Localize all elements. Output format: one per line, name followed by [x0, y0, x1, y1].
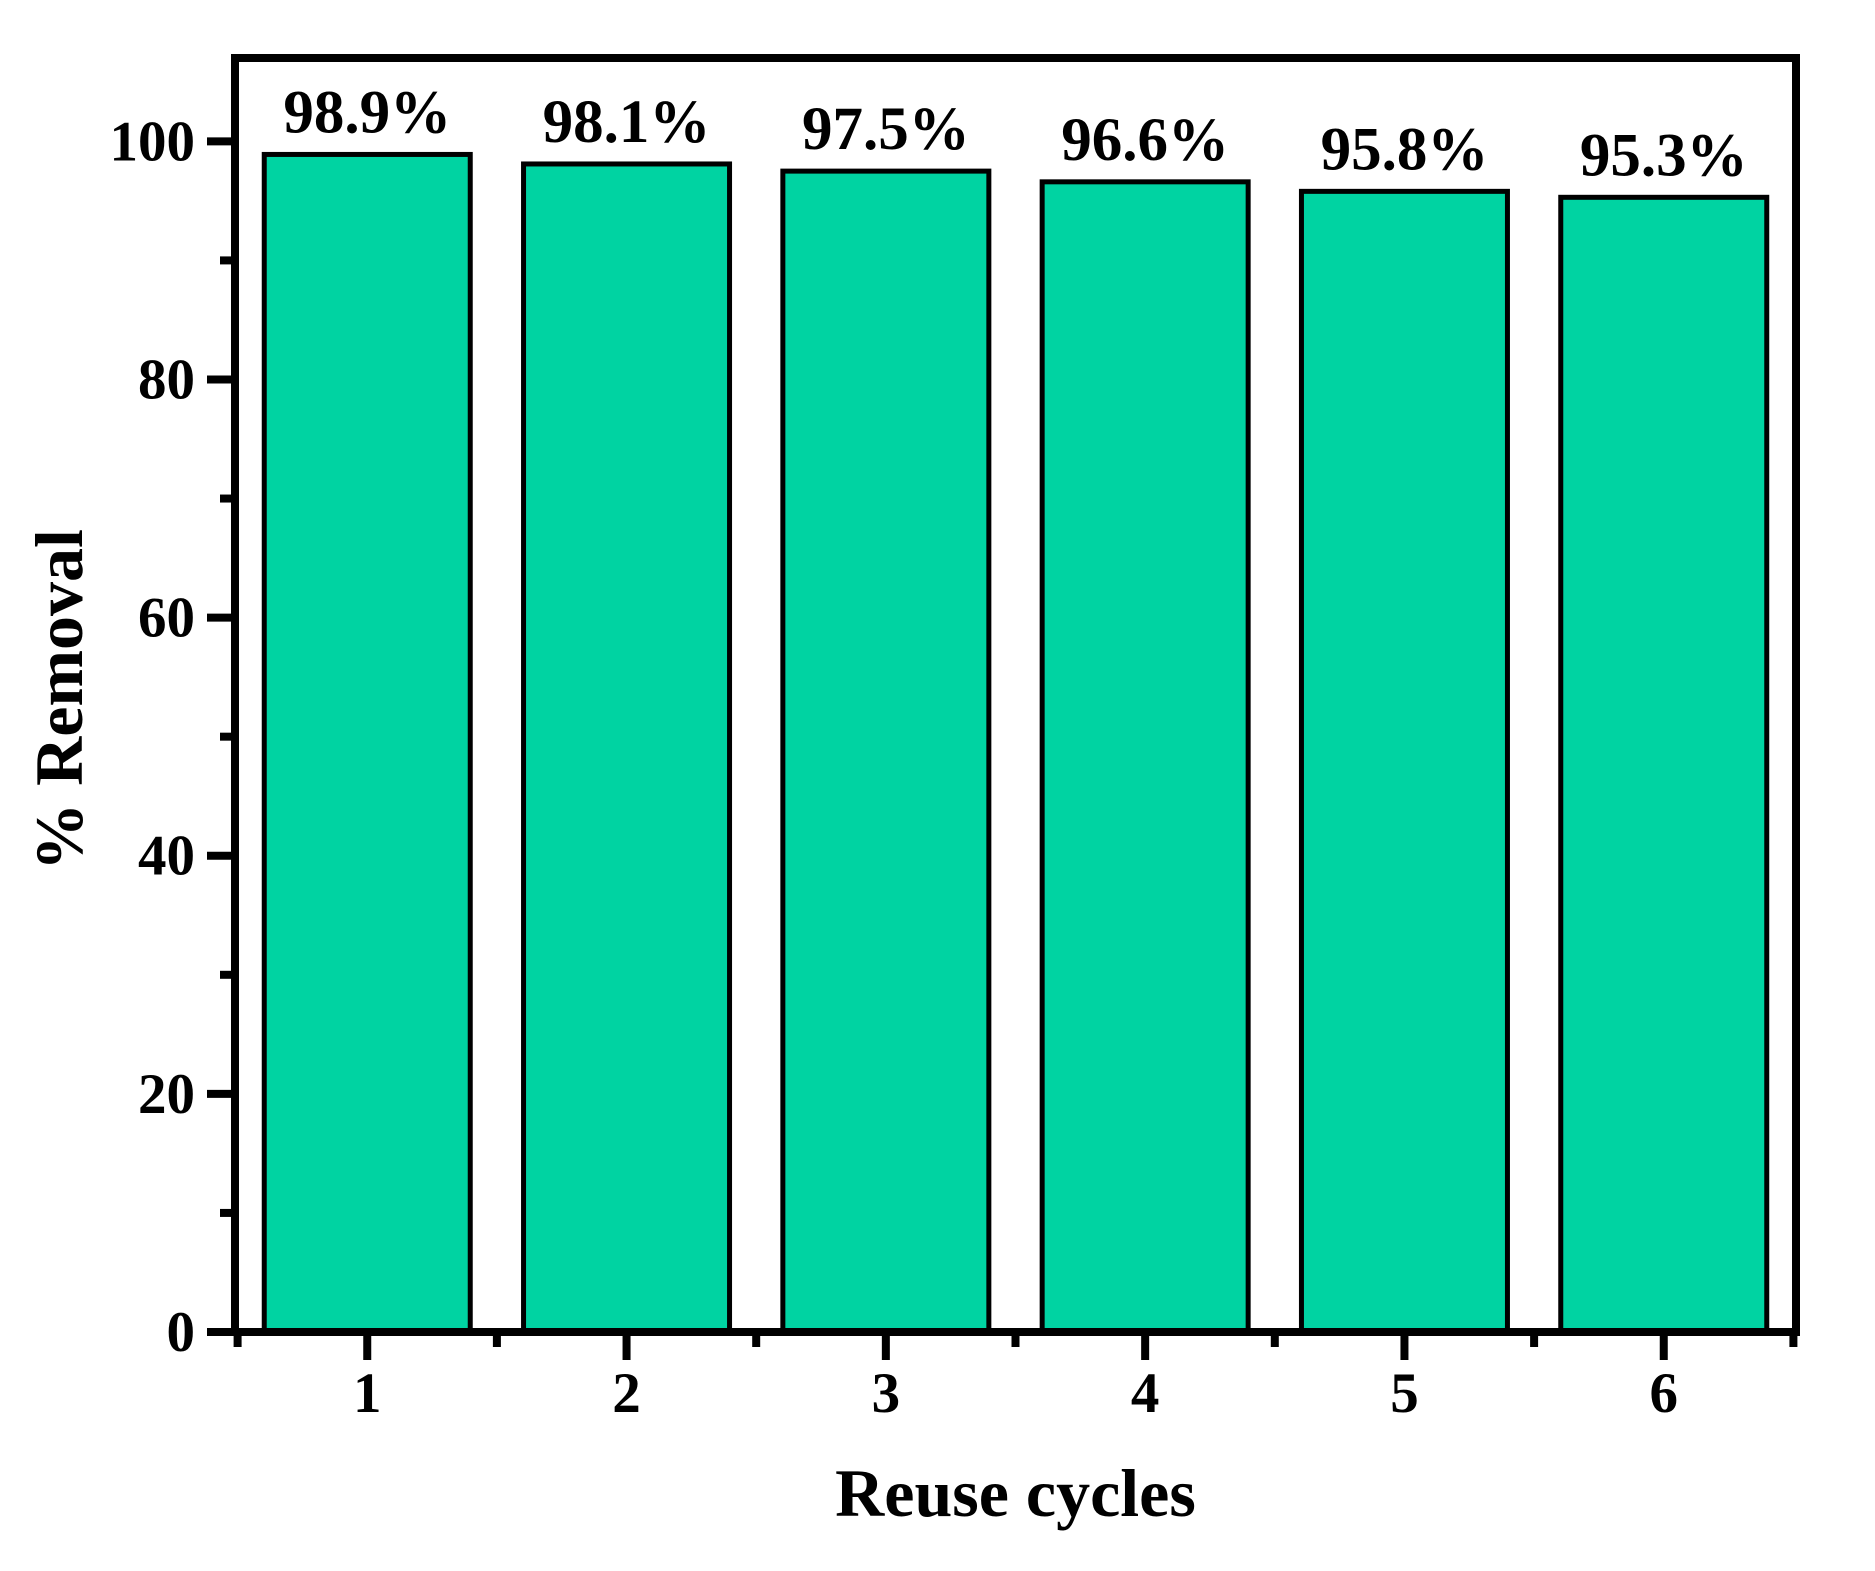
x-tick-label: 4 — [1131, 1362, 1160, 1425]
bar-value-label: 95.8% — [1321, 116, 1489, 183]
y-tick-label: 20 — [138, 1063, 195, 1126]
y-tick-label: 0 — [167, 1301, 196, 1364]
x-tick-label: 1 — [353, 1362, 382, 1425]
x-axis-title: Reuse cycles — [835, 1455, 1196, 1531]
x-tick-label: 3 — [872, 1362, 901, 1425]
bar-cycle-4 — [1039, 179, 1251, 1335]
bar-value-label: 97.5% — [802, 96, 970, 163]
y-tick-label: 40 — [138, 825, 195, 888]
bar-value-label: 96.6% — [1061, 107, 1229, 174]
x-tick-label: 5 — [1390, 1362, 1419, 1425]
bar-value-label: 98.9% — [283, 79, 451, 146]
y-axis-title: % Removal — [21, 529, 97, 871]
bar-cycle-5 — [1298, 188, 1510, 1335]
y-tick-label: 100 — [110, 110, 196, 173]
y-tick-label: 60 — [138, 587, 195, 650]
bar-cycle-3 — [780, 168, 992, 1335]
bar-cycle-2 — [521, 161, 733, 1335]
x-tick-label: 2 — [612, 1362, 641, 1425]
bar-cycle-1 — [261, 151, 473, 1335]
x-tick-label: 6 — [1650, 1362, 1679, 1425]
bar-value-label: 95.3% — [1580, 122, 1748, 189]
bar-cycle-6 — [1558, 194, 1770, 1335]
y-tick-label: 80 — [138, 348, 195, 411]
bar-value-label: 98.1% — [543, 89, 711, 156]
